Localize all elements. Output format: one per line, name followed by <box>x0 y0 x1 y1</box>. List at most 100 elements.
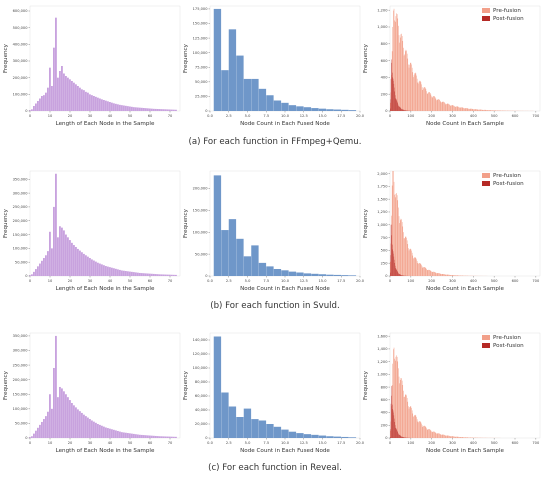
bar <box>121 270 123 276</box>
x-axis-label: Node Count in Each Sample <box>426 121 505 127</box>
hist-bar-pre <box>456 275 458 276</box>
hist-bar-pre <box>445 435 446 438</box>
bar <box>243 78 252 111</box>
x-axis-label: Length of Each Node in the Sample <box>56 448 155 454</box>
hist-bar-pre <box>420 263 421 276</box>
hist-bar-pre <box>448 104 450 111</box>
bar <box>145 108 147 111</box>
bar <box>123 105 125 111</box>
bar <box>228 406 237 438</box>
hist-bar-pre <box>450 105 452 111</box>
bar <box>266 266 274 277</box>
bar <box>303 273 312 277</box>
x-tick-label: 5.0 <box>245 114 251 118</box>
hist-bar-pre <box>410 62 411 111</box>
y-tick-label: 100,000 <box>193 230 209 234</box>
y-tick-label: 0 <box>385 109 388 113</box>
hist-bar-pre <box>398 368 399 438</box>
bar <box>125 432 127 438</box>
hist-bar-pre <box>446 103 448 111</box>
hist-bar-pre <box>493 110 495 111</box>
x-tick-label: 70 <box>168 279 173 283</box>
hist-bar-pre <box>393 181 395 276</box>
hist-bar-pre <box>435 272 437 276</box>
bar <box>67 237 69 276</box>
hist-bar-pre <box>424 87 425 111</box>
chart-panel-r2-c0: 0 10 20 30 40 50 60 70 0 50,000 100,000 150,000 200,… <box>3 332 181 454</box>
hist-bar-pre <box>441 101 443 111</box>
hist-bar-pre <box>430 270 432 276</box>
hist-bar-pre <box>445 103 446 111</box>
bar <box>161 274 163 276</box>
bar <box>37 266 39 276</box>
hist-bar-pre <box>450 275 451 276</box>
bar <box>169 274 171 276</box>
hist-bar-pre <box>410 406 412 438</box>
hist-bar-pre <box>425 426 426 438</box>
hist-bar-pre <box>406 53 408 111</box>
bar <box>95 422 97 438</box>
bar <box>135 107 137 111</box>
bar <box>93 421 95 438</box>
bar <box>65 394 67 438</box>
bar <box>119 269 121 276</box>
hist-bar-pre <box>463 108 465 111</box>
bar <box>281 102 289 111</box>
hist-bar-pre <box>398 25 399 111</box>
hist-bar-pre <box>415 414 416 438</box>
bar <box>303 434 312 438</box>
hist-bar-pre <box>411 252 413 276</box>
hist-bar-pre <box>427 93 429 111</box>
bar <box>115 103 117 111</box>
hist-bar-pre <box>450 275 452 276</box>
bar <box>39 263 41 276</box>
hist-bar-pre <box>451 105 453 111</box>
hist-bar-pre <box>447 274 449 276</box>
hist-bar-pre <box>420 422 422 438</box>
hist-bar-pre <box>401 378 402 438</box>
hist-bar-pre <box>417 263 419 276</box>
hist-bar-pre <box>403 390 404 438</box>
hist-bar-pre <box>425 89 427 111</box>
bar <box>111 429 113 438</box>
bar <box>103 100 105 111</box>
chart-panel-r1-c2: Pre-fusion Post-fusion 0 100 200 300 400 500 600… <box>363 170 541 292</box>
hist-bar-pre <box>465 437 467 438</box>
bar <box>173 436 175 438</box>
x-tick-label: 20.0 <box>356 441 365 445</box>
y-axis-label: Frequency <box>183 43 189 73</box>
y-tick-label: 100,000 <box>13 247 29 251</box>
x-tick-label: 20 <box>68 441 73 445</box>
bar <box>311 434 319 438</box>
y-tick-label: 1,200 <box>377 360 388 364</box>
hist-bar-pre <box>458 107 460 111</box>
bar <box>163 274 165 276</box>
x-tick-label: 300 <box>449 114 457 118</box>
hist-bar-pre <box>413 257 415 276</box>
hist-bar-pre <box>484 109 485 111</box>
x-tick-label: 30 <box>88 279 93 283</box>
hist-bar-pre <box>455 106 456 111</box>
hist-bar-pre <box>445 274 447 276</box>
bar <box>31 109 33 111</box>
hist-bar-pre <box>485 109 486 111</box>
y-tick-label: 50,000 <box>195 80 208 84</box>
y-tick-label: 25,000 <box>195 95 208 99</box>
bar <box>333 109 342 111</box>
hist-bar-pre <box>483 109 485 111</box>
hist-bar-pre <box>457 436 459 438</box>
x-tick-label: 20 <box>68 114 73 118</box>
hist-bar-pre <box>405 49 407 111</box>
bar <box>157 436 159 438</box>
bar <box>69 400 71 438</box>
hist-bar-pre <box>401 36 403 112</box>
hist-bar-pre <box>435 432 437 438</box>
hist-bar-pre <box>460 437 462 438</box>
hist-bar-pre <box>434 96 435 111</box>
bar <box>131 433 133 439</box>
y-tick-label: 1,000 <box>377 373 388 377</box>
x-tick-label: 0 <box>389 279 392 283</box>
bar <box>65 234 67 276</box>
hist-bar-pre <box>416 259 417 276</box>
y-tick-label: 400 <box>381 76 389 80</box>
